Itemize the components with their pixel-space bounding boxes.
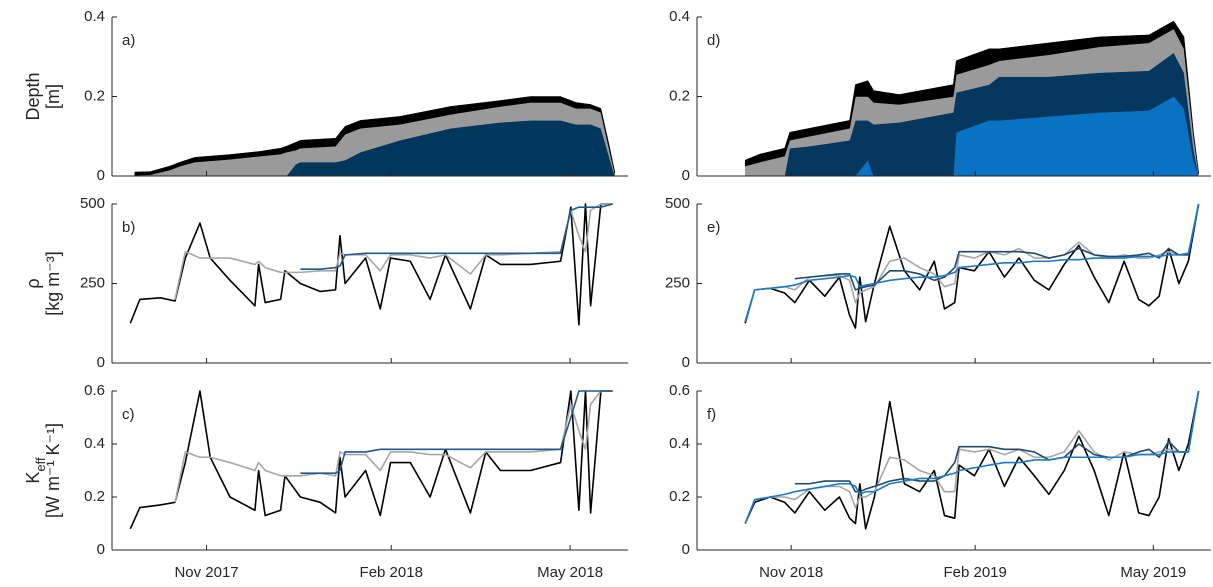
panel [744, 203, 1200, 329]
y-tick-label: 0 [97, 354, 105, 371]
line [300, 203, 613, 270]
y-tick-label: 500 [665, 195, 690, 212]
line [744, 203, 1200, 322]
y-tick-label: 0.4 [84, 8, 105, 25]
line [744, 203, 1200, 322]
y-axis-unit: [m] [43, 84, 63, 109]
y-tick-label: 0.2 [669, 87, 690, 104]
x-tick-label: Nov 2017 [174, 564, 238, 581]
line [174, 390, 613, 503]
y-axis-label-main: ρ [23, 278, 43, 288]
y-tick-label: 0.2 [84, 488, 105, 505]
y-tick-label: 0.2 [84, 87, 105, 104]
panel [129, 203, 613, 326]
y-axis-unit: [W m⁻¹ K⁻¹] [43, 423, 63, 518]
y-tick-label: 0.4 [669, 435, 690, 452]
line [300, 390, 613, 474]
line [129, 203, 613, 326]
panel [744, 390, 1200, 530]
y-tick-label: 0.2 [669, 488, 690, 505]
panel-label: d) [707, 32, 720, 49]
panel [134, 96, 616, 177]
panel-label: e) [707, 219, 720, 236]
panel [744, 20, 1199, 177]
y-tick-label: 500 [80, 195, 105, 212]
line [744, 390, 1200, 524]
x-tick-label: Feb 2019 [943, 564, 1006, 581]
x-tick-label: May 2018 [537, 564, 603, 581]
y-axis-label: ρ [23, 278, 43, 288]
panel [129, 390, 613, 530]
y-tick-label: 0 [682, 354, 690, 371]
y-axis-unit: [kg m⁻³] [43, 251, 63, 316]
panel-label: a) [122, 32, 135, 49]
x-tick-label: Nov 2018 [759, 564, 823, 581]
y-tick-label: 0.6 [669, 382, 690, 399]
panel-label: c) [122, 406, 135, 423]
line [744, 390, 1200, 524]
line [794, 203, 1200, 291]
y-axis-label: Depth [23, 72, 43, 120]
y-tick-label: 0 [682, 167, 690, 184]
x-tick-label: May 2019 [1120, 564, 1186, 581]
y-axis-label-sub: eff [33, 457, 48, 472]
panel-label: f) [707, 406, 716, 423]
y-axis-label: Keff [23, 457, 48, 484]
y-tick-label: 0.4 [669, 8, 690, 25]
x-tick-label: Feb 2018 [360, 564, 423, 581]
y-axis-label-main: Depth [23, 72, 43, 120]
area-layer [744, 20, 1199, 175]
y-tick-label: 0 [97, 541, 105, 558]
y-tick-label: 0.4 [84, 435, 105, 452]
line [174, 203, 613, 300]
y-tick-label: 250 [80, 274, 105, 291]
line [744, 390, 1200, 530]
y-tick-label: 0.6 [84, 382, 105, 399]
line [794, 390, 1200, 493]
line [744, 203, 1200, 329]
panel-label: b) [122, 219, 135, 236]
y-tick-label: 0 [97, 167, 105, 184]
y-tick-label: 0 [682, 541, 690, 558]
area-layer [134, 96, 616, 176]
y-tick-label: 250 [665, 274, 690, 291]
y-axis-label-main: K [23, 472, 43, 484]
